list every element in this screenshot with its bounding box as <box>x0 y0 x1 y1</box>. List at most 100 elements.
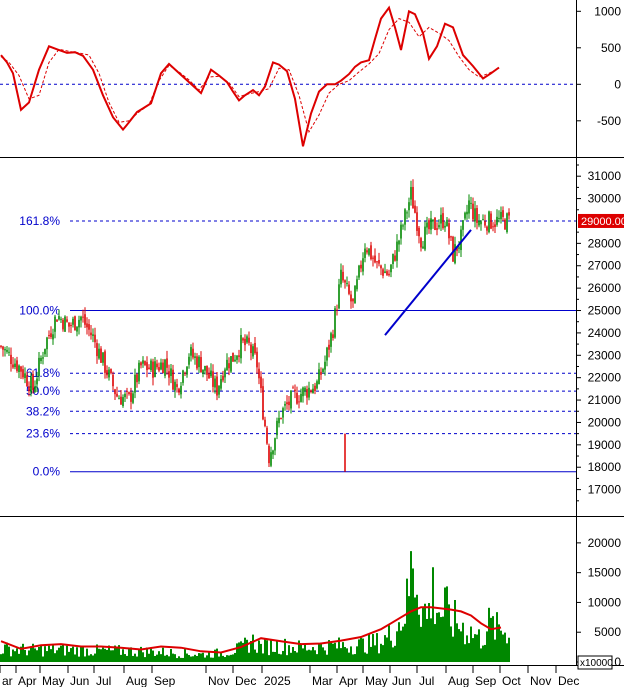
x-axis-label: Sep <box>154 674 176 687</box>
volume-ma-line <box>0 606 502 654</box>
volume-bars <box>0 551 510 662</box>
volume-bar <box>250 640 252 662</box>
volume-bar <box>370 646 372 662</box>
volume-bar <box>328 640 330 662</box>
candle-body <box>240 335 242 359</box>
candle-body <box>416 212 418 231</box>
candle-body <box>44 348 46 355</box>
candle-body <box>366 250 368 253</box>
volume-bar <box>356 646 358 662</box>
volume-bar <box>186 653 188 662</box>
candle-body <box>220 378 222 389</box>
candle-body <box>196 356 198 369</box>
volume-bar <box>354 654 356 662</box>
candle-body <box>204 365 206 371</box>
candle-body <box>242 338 244 341</box>
candle-body <box>408 202 410 211</box>
volume-bar <box>432 567 434 662</box>
candle-body <box>362 258 364 272</box>
volume-bar <box>292 647 294 662</box>
volume-bar <box>498 624 500 662</box>
candle-body <box>474 208 476 222</box>
volume-bar <box>434 624 436 662</box>
candle-body <box>148 367 150 369</box>
x-axis-label: Jun <box>70 674 89 687</box>
volume-bar <box>410 551 412 662</box>
candle-body <box>280 418 282 420</box>
volume-bar <box>294 650 296 662</box>
volume-bar <box>462 622 464 662</box>
macd-series <box>0 5 500 147</box>
volume-bar <box>140 646 142 662</box>
volume-bar <box>476 634 478 662</box>
candle-body <box>178 388 180 393</box>
candle-body <box>84 314 86 325</box>
candle-body <box>264 419 266 427</box>
candle-body <box>200 357 202 373</box>
x-axis-label: Nov <box>530 674 551 687</box>
fib-level-label: 38.2% <box>26 404 60 418</box>
volume-bar <box>220 652 222 662</box>
volume-bar <box>154 655 156 662</box>
candle-body <box>124 393 126 398</box>
volume-bar <box>102 647 104 662</box>
volume-bar <box>104 648 106 662</box>
candle-body <box>334 308 336 338</box>
candle-body <box>146 362 148 371</box>
candle-body <box>136 374 138 383</box>
volume-bar <box>320 642 322 662</box>
volume-bar <box>464 644 466 662</box>
candle-body <box>94 334 96 343</box>
x-axis-label: Jul <box>96 674 111 687</box>
axis-tick-label: 15000 <box>588 566 622 580</box>
candle-body <box>190 347 192 356</box>
volume-bar <box>108 645 110 662</box>
candle-body <box>398 240 400 245</box>
candle-body <box>478 220 480 226</box>
candle-body <box>66 319 68 322</box>
volume-bar <box>438 612 440 662</box>
volume-bar <box>252 634 254 662</box>
volume-bar <box>504 632 506 662</box>
x-axis-label: Oct <box>502 674 521 687</box>
volume-bar <box>82 647 84 662</box>
candle-body <box>302 387 304 397</box>
candle-body <box>488 211 490 233</box>
candle-body <box>184 372 186 374</box>
volume-bar <box>316 654 318 662</box>
candle-body <box>142 360 144 364</box>
x-axis-label: Mar <box>312 674 333 687</box>
volume-bar <box>264 638 266 662</box>
candle-body <box>168 371 170 378</box>
volume-bar <box>334 642 336 662</box>
axis-tick-label: 19000 <box>588 438 622 452</box>
candle-body <box>234 359 236 362</box>
candle-body <box>326 347 328 361</box>
candle-body <box>192 348 194 358</box>
candle-body <box>106 370 108 376</box>
volume-bar <box>312 647 314 662</box>
volume-bar <box>274 651 276 662</box>
candle-body <box>62 319 64 330</box>
candle-body <box>194 356 196 358</box>
volume-bar <box>326 654 328 662</box>
candle-body <box>476 208 478 223</box>
volume-bar <box>44 646 46 662</box>
volume-bar <box>96 644 98 662</box>
candle-body <box>468 200 470 214</box>
candle-body <box>342 271 344 281</box>
volume-bar <box>428 603 430 662</box>
volume-bar <box>122 649 124 662</box>
candle-body <box>72 318 74 325</box>
axis-tick-label: 30000 <box>588 192 622 206</box>
candle-body <box>386 271 388 275</box>
candle-body <box>310 390 312 392</box>
candle-body <box>132 393 134 403</box>
candle-body <box>294 389 296 391</box>
candle-body <box>96 343 98 357</box>
candle-body <box>140 362 142 366</box>
candle-body <box>504 219 506 230</box>
candle-body <box>276 420 278 436</box>
candle-body <box>292 387 294 389</box>
candle-body <box>154 361 156 378</box>
